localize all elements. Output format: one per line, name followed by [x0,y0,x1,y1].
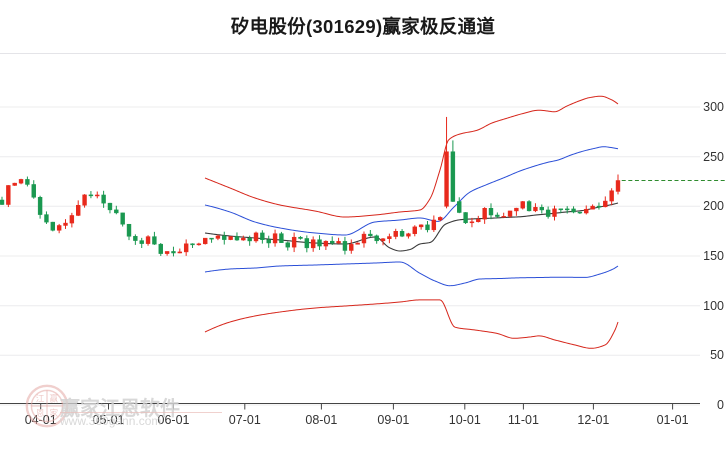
svg-text:恩: 恩 [36,408,45,418]
svg-text:江: 江 [36,393,45,403]
svg-text:赢: 赢 [50,392,59,403]
svg-text:家: 家 [50,407,59,418]
